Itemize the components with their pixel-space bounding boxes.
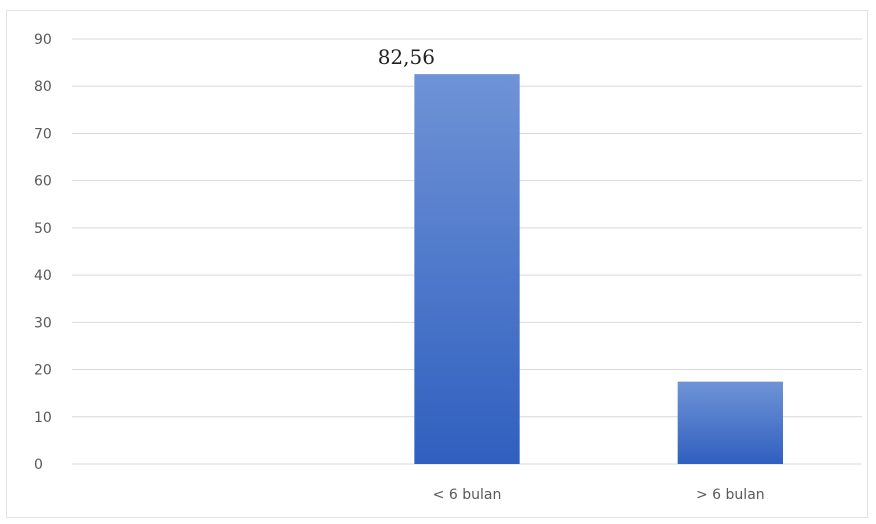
y-tick-label: 30 — [34, 315, 52, 331]
y-tick-label: 70 — [34, 126, 52, 142]
y-tick-label: 50 — [34, 221, 52, 237]
y-tick-label: 80 — [34, 79, 52, 95]
y-tick-label: 10 — [34, 410, 52, 426]
bar-1 — [414, 74, 520, 464]
y-tick-label: 0 — [34, 457, 43, 473]
y-tick-label: 60 — [34, 174, 52, 190]
bars — [414, 74, 783, 464]
x-tick-label: > 6 bulan — [696, 487, 765, 503]
data-labels: 82,56 — [378, 45, 435, 69]
y-axis-ticks: 0 10 20 30 40 50 60 70 80 90 — [34, 32, 52, 473]
data-label: 82,56 — [378, 45, 435, 69]
x-tick-label: < 6 bulan — [433, 487, 502, 503]
bar-2 — [677, 381, 783, 464]
y-tick-label: 40 — [34, 268, 52, 284]
y-tick-label: 20 — [34, 363, 52, 379]
x-axis-ticks: < 6 bulan > 6 bulan — [433, 487, 765, 503]
y-tick-label: 90 — [34, 32, 52, 48]
